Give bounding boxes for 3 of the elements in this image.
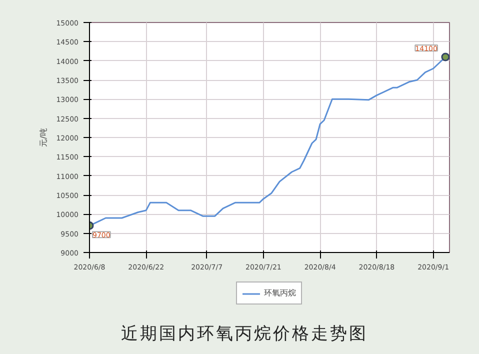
legend-label: 环氧丙烷	[264, 288, 296, 298]
text: 近期国内环氧丙烷价格走势图	[121, 323, 368, 346]
y-axis-title: 元/吨	[39, 128, 48, 147]
